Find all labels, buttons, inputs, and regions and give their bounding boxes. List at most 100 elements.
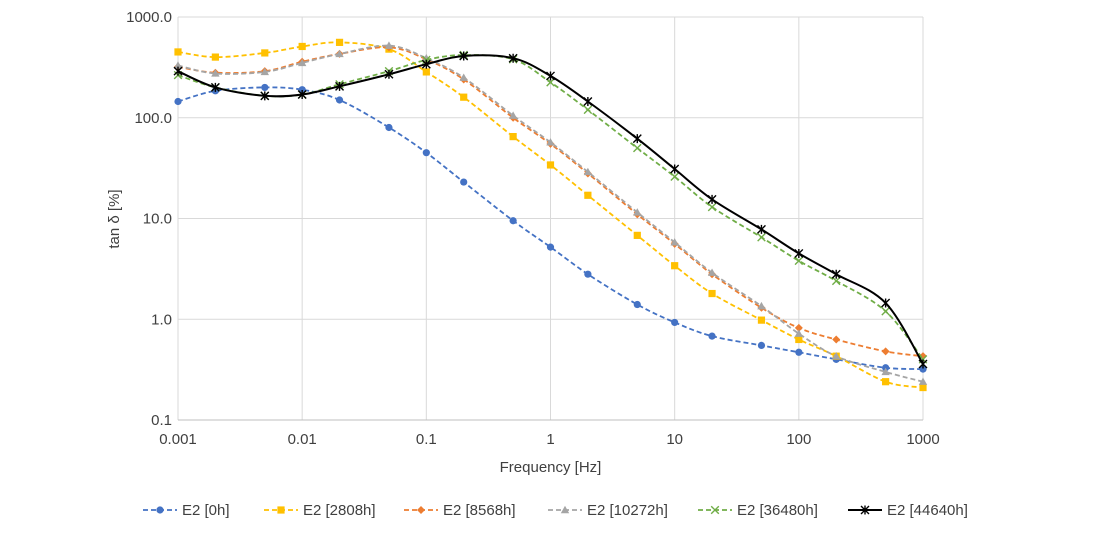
data-point bbox=[633, 300, 641, 309]
data-point bbox=[174, 97, 182, 106]
data-point bbox=[211, 53, 219, 61]
x-tick-label: 100 bbox=[786, 431, 811, 448]
y-tick-label: 10.0 bbox=[143, 211, 172, 228]
data-point bbox=[508, 53, 518, 63]
data-point bbox=[421, 59, 431, 69]
series-group bbox=[173, 38, 928, 392]
legend-marker bbox=[560, 505, 570, 514]
data-point bbox=[757, 341, 766, 350]
y-tick-label: 1000.0 bbox=[126, 9, 172, 26]
data-point bbox=[881, 298, 891, 308]
data-point bbox=[707, 268, 717, 276]
data-point bbox=[260, 91, 270, 101]
data-point bbox=[509, 132, 517, 141]
data-point bbox=[260, 67, 269, 76]
data-point bbox=[794, 248, 804, 258]
legend-label: E2 [10272h] bbox=[587, 502, 668, 519]
data-point bbox=[832, 335, 841, 344]
x-tick-label: 1000 bbox=[906, 431, 939, 448]
data-point bbox=[546, 243, 555, 251]
data-point bbox=[297, 58, 307, 67]
data-point bbox=[795, 348, 803, 356]
data-point bbox=[881, 347, 890, 356]
data-point bbox=[546, 138, 555, 146]
data-point bbox=[422, 149, 430, 157]
data-point bbox=[794, 329, 804, 337]
data-point bbox=[795, 335, 803, 344]
data-point bbox=[794, 323, 803, 332]
grid bbox=[177, 16, 924, 421]
series-4 bbox=[173, 41, 928, 385]
x-tick-label: 0.001 bbox=[159, 431, 197, 448]
data-point bbox=[459, 73, 468, 81]
data-point bbox=[298, 86, 306, 94]
legend-item: E2 [10272h] bbox=[548, 502, 668, 519]
data-point bbox=[508, 111, 518, 119]
data-point bbox=[546, 71, 555, 81]
data-point bbox=[919, 383, 927, 392]
data-point bbox=[584, 191, 592, 199]
data-point bbox=[670, 164, 680, 174]
data-point bbox=[384, 41, 394, 49]
axes: 0.001 0.01 0.1 1 10 100 1000 0.1 1.0 10.0 100.0 100… bbox=[126, 9, 940, 448]
data-point bbox=[261, 83, 269, 92]
y-axis-title: tan δ [%] bbox=[106, 189, 123, 248]
data-point bbox=[794, 256, 804, 266]
y-tick-label: 1.0 bbox=[151, 311, 172, 328]
data-point bbox=[384, 69, 394, 79]
data-point bbox=[546, 77, 555, 87]
data-point bbox=[335, 96, 344, 104]
data-point bbox=[670, 172, 679, 181]
legend-label: E2 [36480h] bbox=[737, 502, 818, 519]
data-point bbox=[832, 351, 841, 360]
data-point bbox=[173, 61, 183, 69]
legend-label: E2 [44640h] bbox=[887, 502, 968, 519]
data-point bbox=[211, 69, 220, 77]
legend-item: E2 [36480h] bbox=[698, 502, 818, 519]
data-point bbox=[173, 66, 183, 76]
data-point bbox=[460, 93, 468, 101]
data-point bbox=[174, 48, 182, 56]
data-point bbox=[881, 367, 890, 376]
data-point bbox=[584, 270, 592, 278]
legend-item: E2 [0h] bbox=[143, 502, 230, 519]
data-point bbox=[460, 178, 468, 186]
data-point bbox=[459, 51, 469, 61]
data-point bbox=[297, 90, 307, 100]
data-point bbox=[583, 96, 593, 106]
data-point bbox=[671, 318, 679, 327]
data-point bbox=[756, 224, 766, 234]
data-point bbox=[882, 378, 890, 386]
legend-marker bbox=[156, 506, 164, 514]
legend-marker bbox=[860, 505, 870, 515]
data-point bbox=[633, 208, 642, 216]
data-point bbox=[385, 123, 393, 132]
x-tick-label: 0.1 bbox=[416, 431, 437, 448]
series-1 bbox=[174, 83, 927, 373]
data-point bbox=[583, 167, 593, 176]
data-point bbox=[298, 42, 306, 51]
x-tick-label: 1 bbox=[546, 431, 554, 448]
data-point bbox=[918, 377, 928, 385]
legend-label: E2 [8568h] bbox=[443, 502, 516, 519]
data-point bbox=[210, 82, 220, 92]
data-point bbox=[708, 332, 716, 340]
data-point bbox=[757, 301, 766, 310]
data-point bbox=[633, 231, 641, 239]
x-axis-title: Frequency [Hz] bbox=[500, 459, 602, 476]
data-point bbox=[918, 359, 928, 369]
y-tick-label: 100.0 bbox=[134, 110, 172, 127]
data-point bbox=[831, 276, 841, 286]
data-point bbox=[919, 365, 927, 373]
data-point bbox=[881, 306, 890, 316]
x-tick-label: 0.01 bbox=[288, 431, 317, 448]
data-point bbox=[708, 289, 716, 298]
series-6 bbox=[173, 51, 928, 369]
data-point bbox=[335, 49, 344, 58]
legend-item: E2 [44640h] bbox=[848, 502, 968, 519]
data-point bbox=[509, 217, 517, 225]
data-point bbox=[707, 202, 717, 212]
data-point bbox=[632, 143, 642, 153]
legend-label: E2 [2808h] bbox=[303, 502, 376, 519]
